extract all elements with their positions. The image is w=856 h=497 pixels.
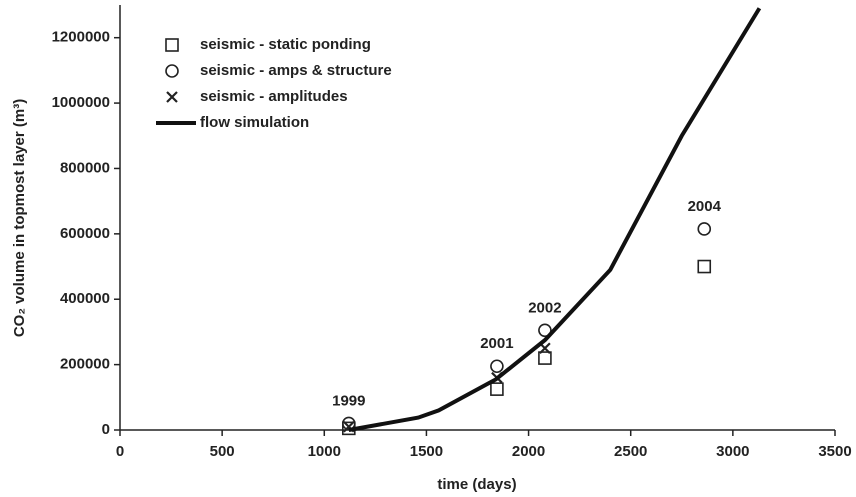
- circle-marker: [538, 323, 552, 338]
- annotation: 2001: [480, 335, 513, 352]
- x-tick-label: 0: [116, 443, 124, 460]
- annotation: 1999: [332, 392, 365, 409]
- legend-label: flow simulation: [200, 114, 309, 131]
- y-tick-label: 200000: [60, 356, 110, 373]
- legend-label: seismic - amps & structure: [200, 62, 392, 79]
- y-tick-label: 600000: [60, 225, 110, 242]
- y-tick-label: 400000: [60, 290, 110, 307]
- x-tick-label: 2000: [512, 443, 545, 460]
- square-marker: [490, 382, 504, 396]
- y-tick-label: 1200000: [52, 29, 110, 46]
- x-tick-label: 1000: [308, 443, 341, 460]
- y-tick-label: 0: [102, 421, 110, 438]
- line: [348, 7, 762, 432]
- x-tick-label: 3000: [716, 443, 749, 460]
- x-tick-label: 500: [210, 443, 235, 460]
- legend-label: seismic - amplitudes: [200, 88, 348, 105]
- legend-label: seismic - static ponding: [200, 36, 371, 53]
- legend-marker: [165, 64, 179, 78]
- circle-marker: [697, 222, 712, 236]
- x-axis-label: time (days): [437, 476, 516, 493]
- x-tick-label: 1500: [410, 443, 443, 460]
- x-tick-label: 2500: [614, 443, 647, 460]
- y-tick-label: 1000000: [52, 94, 110, 111]
- annotation: 2002: [528, 299, 561, 316]
- legend-marker: [165, 38, 179, 52]
- legend-marker: [166, 91, 178, 103]
- y-tick-label: 800000: [60, 159, 110, 176]
- annotation: 2004: [688, 198, 722, 215]
- square-marker: [697, 259, 712, 274]
- y-axis-label: CO₂ volume in topmost layer (m³): [11, 99, 28, 337]
- x-tick-label: 3500: [818, 443, 851, 460]
- circle-marker: [490, 359, 504, 374]
- square-marker: [538, 351, 552, 365]
